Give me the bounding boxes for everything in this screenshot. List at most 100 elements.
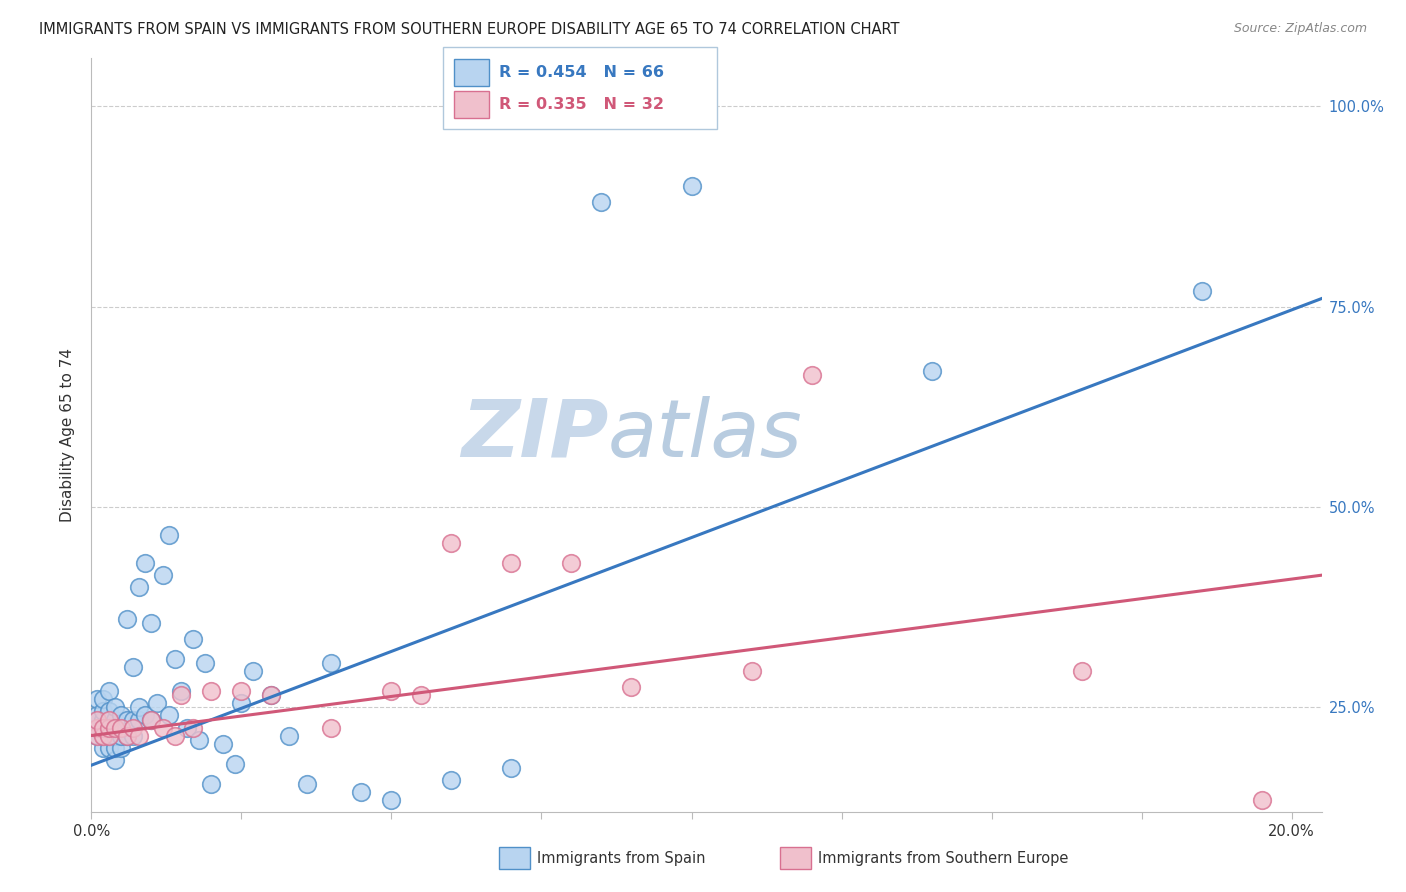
Point [104, 729, 127, 743]
Point [128, 713, 150, 727]
Point [501, 556, 523, 570]
Point [165, 652, 187, 666]
Point [165, 729, 187, 743]
Point [98, 740, 121, 755]
Point [183, 632, 205, 647]
Point [157, 528, 180, 542]
Point [152, 568, 174, 582]
Point [117, 729, 139, 743]
Point [200, 684, 222, 698]
Point [86, 708, 108, 723]
Point [146, 697, 169, 711]
Point [98, 729, 121, 743]
Point [157, 708, 180, 723]
Point [110, 729, 132, 743]
Text: ZIP: ZIP [461, 396, 607, 474]
Point [620, 681, 643, 695]
Point [98, 721, 121, 735]
Point [86, 692, 108, 706]
Point [681, 179, 703, 194]
Point [800, 368, 823, 382]
Point [86, 713, 108, 727]
Point [440, 536, 463, 550]
Point [93, 729, 115, 743]
Point [242, 665, 264, 679]
Text: IMMIGRANTS FROM SPAIN VS IMMIGRANTS FROM SOUTHERN EUROPE DISABILITY AGE 65 TO 74: IMMIGRANTS FROM SPAIN VS IMMIGRANTS FROM… [39, 22, 900, 37]
Point [86, 729, 108, 743]
Point [98, 705, 121, 719]
Text: Immigrants from Spain: Immigrants from Spain [537, 851, 706, 865]
Point [93, 692, 115, 706]
Point [1191, 284, 1213, 298]
Point [122, 713, 145, 727]
Point [260, 689, 283, 703]
Point [86, 721, 108, 735]
Point [93, 729, 115, 743]
Point [93, 721, 115, 735]
Point [1250, 793, 1272, 807]
Point [260, 689, 283, 703]
Point [141, 713, 163, 727]
Point [224, 756, 246, 771]
Point [231, 684, 253, 698]
Point [231, 697, 253, 711]
Point [380, 793, 402, 807]
Point [152, 721, 174, 735]
Point [1070, 665, 1092, 679]
Point [297, 777, 319, 791]
Point [128, 729, 150, 743]
Point [440, 772, 463, 787]
Text: atlas: atlas [607, 396, 803, 474]
Point [350, 785, 373, 799]
Point [104, 700, 127, 714]
Point [98, 713, 121, 727]
Point [104, 721, 127, 735]
Point [128, 700, 150, 714]
Point [117, 612, 139, 626]
Point [98, 721, 121, 735]
Text: R = 0.335   N = 32: R = 0.335 N = 32 [499, 97, 664, 112]
Point [117, 729, 139, 743]
Point [98, 729, 121, 743]
Point [921, 364, 943, 378]
Point [110, 708, 132, 723]
Point [104, 740, 127, 755]
Point [93, 713, 115, 727]
Point [122, 721, 145, 735]
Point [110, 721, 132, 735]
Point [380, 684, 402, 698]
Y-axis label: Disability Age 65 to 74: Disability Age 65 to 74 [60, 348, 76, 522]
Point [93, 721, 115, 735]
Point [194, 657, 217, 671]
Point [93, 740, 115, 755]
Point [321, 721, 343, 735]
Point [321, 657, 343, 671]
Point [86, 713, 108, 727]
Point [110, 721, 132, 735]
Point [134, 708, 156, 723]
Point [104, 753, 127, 767]
Point [560, 556, 582, 570]
Point [98, 684, 121, 698]
Point [122, 660, 145, 674]
Point [86, 721, 108, 735]
Point [188, 732, 211, 747]
Point [141, 713, 163, 727]
Point [170, 689, 193, 703]
Point [104, 721, 127, 735]
Point [104, 713, 127, 727]
Point [176, 721, 198, 735]
Point [134, 556, 156, 570]
Point [278, 729, 301, 743]
Point [128, 580, 150, 594]
Point [200, 777, 222, 791]
Point [183, 721, 205, 735]
Point [110, 740, 132, 755]
Point [501, 761, 523, 775]
Point [741, 665, 763, 679]
Point [141, 616, 163, 631]
Point [117, 713, 139, 727]
Point [93, 705, 115, 719]
Point [170, 684, 193, 698]
Point [86, 729, 108, 743]
